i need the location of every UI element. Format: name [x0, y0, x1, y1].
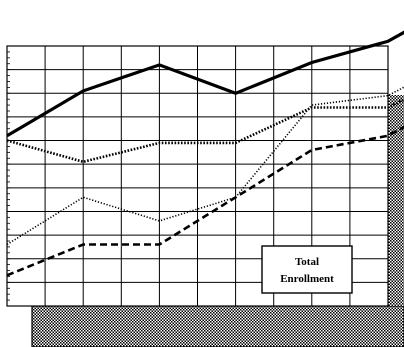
- legend-box: [261, 245, 353, 294]
- shadow-bottom: [31, 305, 404, 347]
- legend-label-line-1: Total: [295, 256, 319, 268]
- series-line-2: [6, 98, 404, 164]
- series-line-4: [6, 125, 404, 277]
- legend-label-line-2: Enrollment: [280, 273, 334, 285]
- shadow-right: [388, 95, 404, 306]
- series-lines: [6, 30, 404, 277]
- series-line-1: [6, 30, 404, 138]
- axis-ticks: [7, 51, 10, 301]
- drop-shadow: [31, 95, 404, 347]
- legend: Total Enrollment: [261, 245, 353, 294]
